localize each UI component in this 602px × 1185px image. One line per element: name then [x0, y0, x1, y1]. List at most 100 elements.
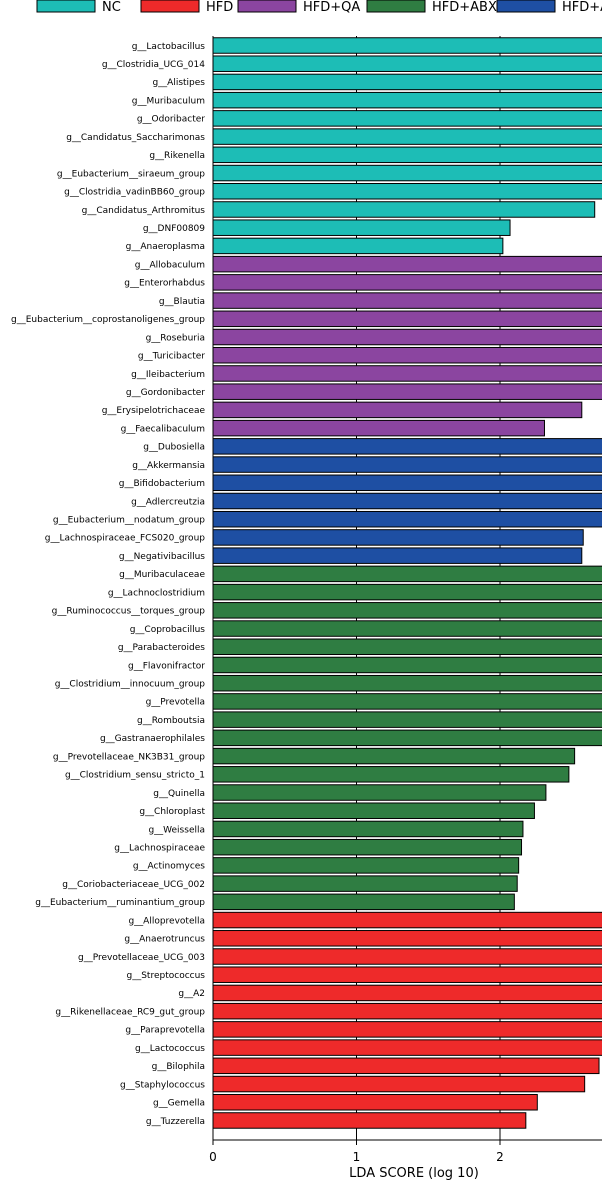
- bar-g-akkermansia: [212, 456, 602, 473]
- category-label-g-adlercreutzia: g__Adlercreutzia: [131, 497, 205, 507]
- bar-g-eubacterium-ruminantium-group: [212, 893, 515, 911]
- bar-g-clostridia-vadinbb60-group: [212, 183, 602, 200]
- category-label-g-romboutsia: g__Romboutsia: [137, 716, 205, 726]
- x-axis-label: LDA SCORE (log 10): [349, 1166, 479, 1181]
- legend-label-hfd-abx: HFD+ABX: [432, 0, 497, 15]
- category-label-g-flavonifractor: g__Flavonifractor: [128, 661, 205, 671]
- bar-g-gordonibacter: [212, 383, 602, 400]
- category-label-g-prevotellaceae-ucg-003: g__Prevotellaceae_UCG_003: [78, 953, 205, 963]
- category-label-g-streptococcus: g__Streptococcus: [127, 971, 206, 981]
- category-label-g-tuzzerella: g__Tuzzerella: [146, 1117, 205, 1127]
- category-label-g-coriobacteriaceae-ucg-002: g__Coriobacteriaceae_UCG_002: [62, 880, 205, 890]
- bar-g-lachnospiraceae: [212, 838, 523, 856]
- category-label-g-alistipes: g__Alistipes: [152, 78, 205, 88]
- bar-g-parabacteroides: [212, 638, 602, 656]
- bar-g-ileibacterium: [212, 365, 602, 382]
- bar-g-paraprevotella: [212, 1021, 602, 1038]
- category-label-g-lactococcus: g__Lactococcus: [135, 1044, 205, 1054]
- bar-g-romboutsia: [212, 711, 602, 728]
- category-label-g-roseburia: g__Roseburia: [146, 333, 205, 343]
- category-label-g-clostridia-vadinbb60-group: g__Clostridia_vadinBB60_group: [64, 188, 205, 198]
- category-label-g-faecalibaculum: g__Faecalibaculum: [121, 424, 205, 434]
- bar-g-eubacterium-nodatum-group: [212, 510, 602, 528]
- category-label-g-muribaculum: g__Muribaculum: [132, 96, 205, 106]
- bar-g-clostridia-ucg-014: [212, 55, 602, 72]
- bar-g-prevotellaceae-ucg-003: [212, 948, 602, 965]
- bar-g-prevotella: [212, 693, 602, 710]
- category-label-g-a2: g__A2: [178, 989, 205, 999]
- category-label-g-rikenella: g__Rikenella: [149, 151, 205, 161]
- bar-g-turicibacter: [212, 346, 602, 364]
- category-label-g-anaeroplasma: g__Anaeroplasma: [126, 242, 205, 252]
- bar-g-lachnospiraceae-fcs020-group: [212, 529, 584, 546]
- bar-g-a2: [212, 984, 602, 1002]
- category-label-g-gemella: g__Gemella: [153, 1099, 205, 1109]
- bar-g-quinella: [212, 784, 547, 801]
- category-label-g-eubacterium-coprostanoligenes-group: g__Eubacterium__coprostanoligenes_group: [11, 315, 205, 325]
- bar-g-anaerotruncus: [212, 930, 602, 947]
- bar-g-rikenellaceae-rc9-gut-group: [212, 1002, 602, 1020]
- bar-g-blautia: [212, 292, 602, 309]
- bar-g-clostridium-innocuum-group: [212, 674, 602, 692]
- category-label-g-allobaculum: g__Allobaculum: [135, 260, 205, 270]
- bar-g-candidatus-saccharimonas: [212, 128, 602, 145]
- category-label-g-weissella: g__Weissella: [148, 825, 205, 835]
- category-label-g-muribaculaceae: g__Muribaculaceae: [119, 570, 205, 580]
- category-label-g-dnf00809: g__DNF00809: [143, 224, 205, 234]
- bar-g-prevotellaceae-nk3b31-group: [212, 747, 576, 765]
- category-label-g-prevotellaceae-nk3b31-group: g__Prevotellaceae_NK3B31_group: [53, 752, 205, 762]
- category-label-g-eubacterium-siraeum-group: g__Eubacterium__siraeum_group: [57, 169, 205, 179]
- category-label-g-akkermansia: g__Akkermansia: [132, 461, 205, 471]
- category-label-g-eubacterium-ruminantium-group: g__Eubacterium__ruminantium_group: [35, 898, 205, 908]
- category-label-g-prevotella: g__Prevotella: [146, 698, 205, 708]
- category-label-g-negativibacillus: g__Negativibacillus: [119, 552, 205, 562]
- chart-bars: [212, 37, 602, 1129]
- category-label-g-chloroplast: g__Chloroplast: [139, 807, 205, 817]
- category-label-g-anaerotruncus: g__Anaerotruncus: [124, 935, 205, 945]
- category-label-g-blautia: g__Blautia: [159, 297, 205, 307]
- chart-legend: NC HFD HFD+QA HFD+ABX HFD+ABX+QA: [36, 0, 602, 15]
- category-label-g-alloprevotella: g__Alloprevotella: [128, 916, 205, 926]
- category-label-g-candidatus-arthromitus: g__Candidatus_Arthromitus: [82, 206, 206, 216]
- bar-g-flavonifractor: [212, 656, 602, 674]
- bar-g-alloprevotella: [212, 911, 602, 929]
- bar-g-anaeroplasma: [212, 237, 504, 255]
- bar-g-coprobacillus: [212, 620, 602, 637]
- bar-g-gastranaerophilales: [212, 729, 602, 747]
- bar-g-roseburia: [212, 328, 602, 346]
- legend-swatch-hfd-qa: [237, 0, 297, 13]
- bar-g-actinomyces: [212, 857, 520, 874]
- category-label-g-paraprevotella: g__Paraprevotella: [125, 1026, 205, 1036]
- bar-g-weissella: [212, 820, 524, 838]
- category-label-g-dubosiella: g__Dubosiella: [143, 443, 205, 453]
- bar-g-ruminococcus-torques-group: [212, 602, 602, 619]
- bar-g-erysipelotrichaceae: [212, 401, 583, 419]
- bar-g-clostridium-sensu-stricto-1: [212, 766, 570, 783]
- bar-g-eubacterium-coprostanoligenes-group: [212, 310, 602, 328]
- bar-g-muribaculaceae: [212, 565, 602, 583]
- category-label-g-lachnospiraceae-fcs020-group: g__Lachnospiraceae_FCS020_group: [45, 534, 206, 544]
- bar-g-lactococcus: [212, 1039, 602, 1056]
- bar-g-candidatus-arthromitus: [212, 201, 596, 218]
- legend-swatch-hfd-abx-qa: [496, 0, 556, 13]
- category-label-g-odoribacter: g__Odoribacter: [137, 115, 205, 125]
- legend-swatch-hfd: [140, 0, 200, 13]
- bar-g-eubacterium-siraeum-group: [212, 164, 602, 182]
- legend-label-hfd-abx-qa: HFD+ABX+QA: [562, 0, 602, 15]
- category-label-g-parabacteroides: g__Parabacteroides: [118, 643, 205, 653]
- legend-swatch-nc: [36, 0, 96, 13]
- bar-g-odoribacter: [212, 110, 602, 127]
- x-tick-label-1: 1: [353, 1150, 361, 1164]
- category-label-g-quinella: g__Quinella: [153, 789, 205, 799]
- category-label-g-ruminococcus-torques-group: g__Ruminococcus__torques_group: [52, 607, 206, 617]
- category-label-g-erysipelotrichaceae: g__Erysipelotrichaceae: [102, 406, 206, 416]
- bar-g-adlercreutzia: [212, 492, 602, 510]
- bar-g-coriobacteriaceae-ucg-002: [212, 875, 518, 892]
- bar-g-alistipes: [212, 73, 602, 91]
- category-label-g-clostridium-innocuum-group: g__Clostridium__innocuum_group: [55, 680, 206, 690]
- bar-g-allobaculum: [212, 255, 602, 273]
- legend-label-hfd: HFD: [206, 0, 233, 15]
- category-label-g-lachnospiraceae: g__Lachnospiraceae: [114, 843, 205, 853]
- category-label-g-rikenellaceae-rc9-gut-group: g__Rikenellaceae_RC9_gut_group: [55, 1007, 205, 1017]
- category-label-g-ileibacterium: g__Ileibacterium: [131, 370, 205, 380]
